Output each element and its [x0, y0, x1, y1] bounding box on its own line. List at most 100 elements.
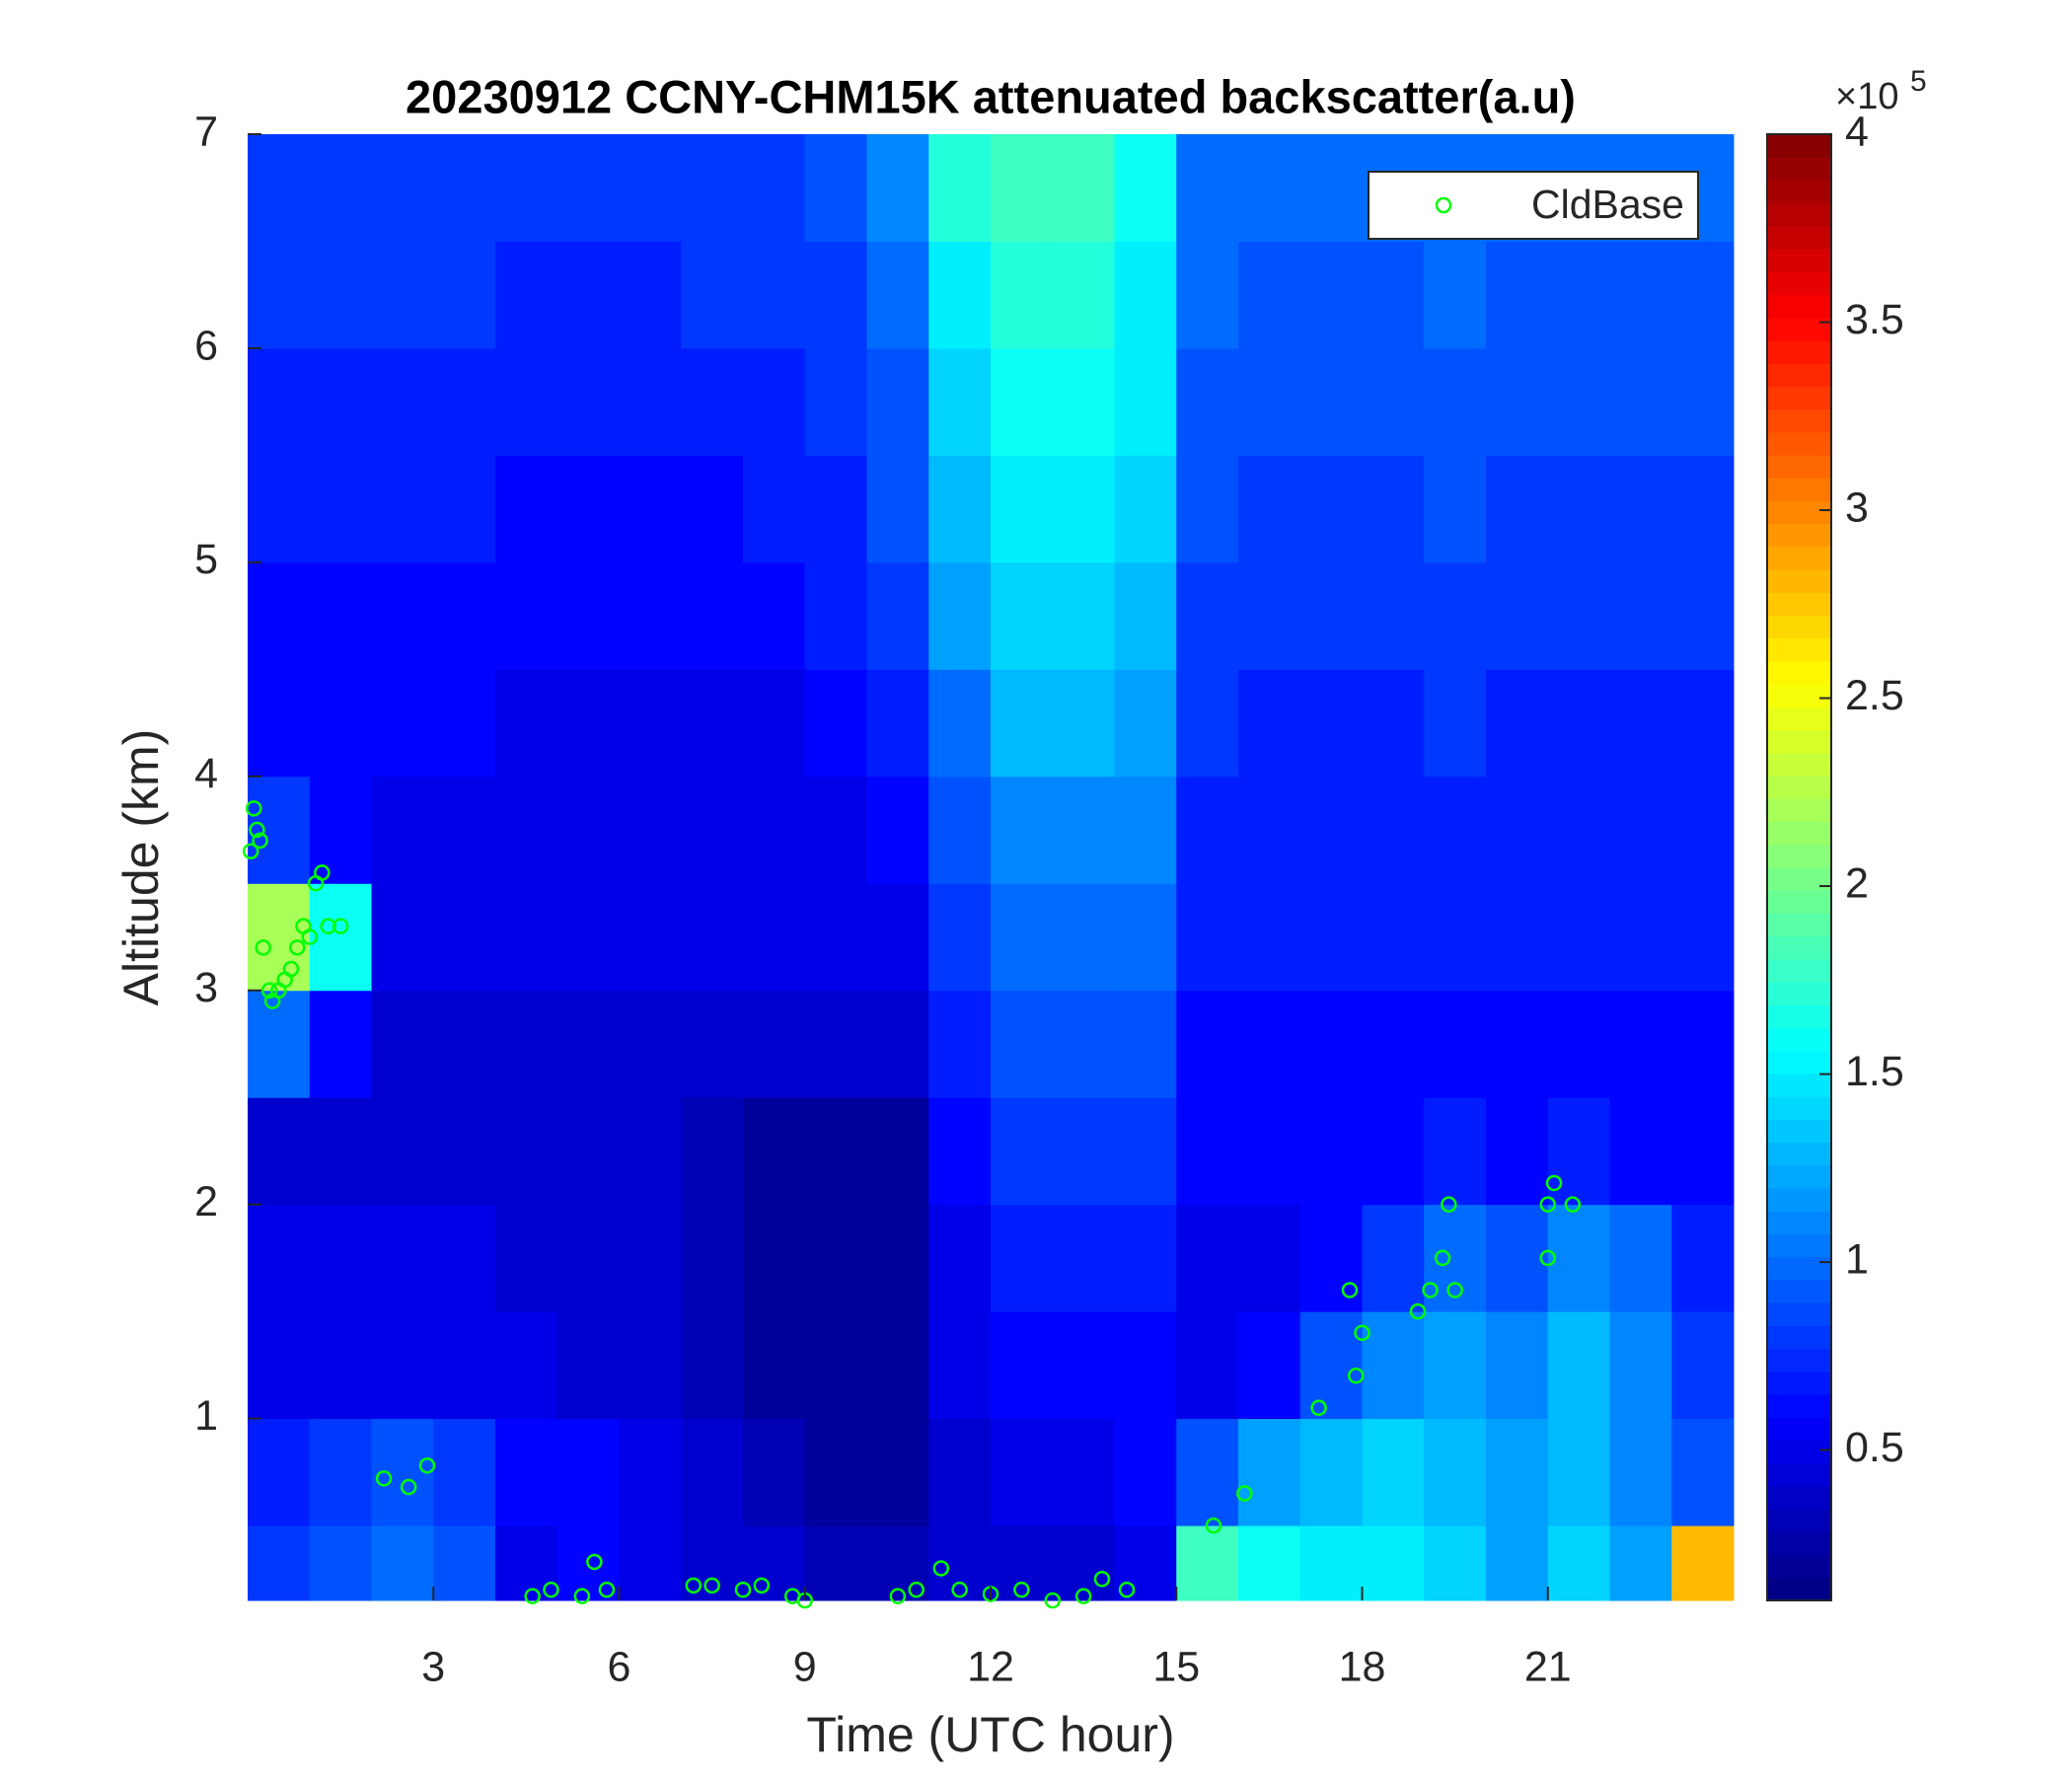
scatter-layer [242, 800, 1582, 1609]
heat-cell [1609, 561, 1672, 670]
heat-cell [1052, 241, 1115, 349]
heat-cell [1609, 1525, 1672, 1601]
heat-cell [1238, 561, 1301, 670]
heat-cell [804, 1097, 867, 1206]
heat-cell [495, 1525, 558, 1601]
colorbar-swatch [1767, 317, 1831, 341]
heat-cell [371, 1311, 434, 1420]
heat-cell [928, 883, 992, 992]
heat-cell [1362, 776, 1425, 884]
colorbar-swatch [1767, 592, 1831, 617]
colorbar-swatch [1767, 776, 1831, 799]
heat-cell [1052, 1204, 1115, 1312]
heat-cell [309, 134, 372, 242]
colorbar-swatch [1767, 1371, 1831, 1395]
heat-cell [556, 669, 620, 778]
heat-cell [556, 1311, 620, 1420]
colorbar-swatch [1767, 271, 1831, 296]
colorbar-swatch [1767, 890, 1831, 914]
heat-cell [1238, 776, 1301, 884]
heat-cell [556, 990, 620, 1098]
heat-cell [619, 1097, 682, 1206]
heat-cell [743, 990, 806, 1098]
heat-cell [681, 1525, 744, 1601]
colorbar-multiplier: ×10 [1835, 76, 1898, 117]
heat-cell [1486, 455, 1549, 563]
y-tick-label: 3 [194, 964, 218, 1011]
heat-cell [433, 1204, 496, 1312]
cloud-base-point [1044, 1592, 1061, 1609]
heat-cell [495, 883, 558, 992]
heat-cell [1052, 134, 1115, 242]
cloud-base-point [573, 1588, 591, 1604]
heat-cell [804, 347, 867, 456]
heat-cell [681, 883, 744, 992]
colorbar-swatch [1767, 1050, 1831, 1075]
colorbar-swatch [1767, 1417, 1831, 1441]
cloud-base-point [1347, 1367, 1365, 1384]
cloud-base-point [524, 1588, 541, 1604]
heat-cell [1671, 1418, 1735, 1526]
colorbar-swatch [1767, 844, 1831, 868]
heat-cell [371, 990, 434, 1098]
colorbar-swatch [1767, 1348, 1831, 1373]
heat-cell [1424, 1418, 1487, 1526]
heat-cell [928, 1097, 992, 1206]
heat-cell [1114, 134, 1177, 242]
heat-cell [433, 1418, 496, 1526]
colorbar-swatch [1767, 982, 1831, 1005]
x-tick-label: 3 [421, 1643, 445, 1690]
heat-cell [1299, 455, 1363, 563]
heat-cell [866, 1418, 929, 1526]
heat-cell [1176, 990, 1239, 1098]
heat-cell [1609, 455, 1672, 563]
heat-cell [495, 990, 558, 1098]
colorbar-swatch [1767, 202, 1831, 227]
heat-cell [1052, 561, 1115, 670]
heat-cell [556, 1418, 620, 1526]
heat-cell [1609, 990, 1672, 1098]
colorbar-tick-label: 3.5 [1845, 296, 1904, 343]
heat-cell [619, 883, 682, 992]
heat-cell [1052, 1311, 1115, 1420]
heat-cell [743, 669, 806, 778]
heat-cell [1486, 1525, 1549, 1601]
colorbar-swatch [1767, 225, 1831, 250]
heat-cell [1547, 1418, 1610, 1526]
heat-cell [433, 1311, 496, 1420]
heat-cell [1176, 776, 1239, 884]
cloud-base-point [1013, 1581, 1030, 1598]
heat-cell [743, 1311, 806, 1420]
heat-cell [928, 1525, 992, 1601]
colorbar-swatch [1767, 408, 1831, 433]
heat-cell [1362, 347, 1425, 456]
heat-cell [1486, 1097, 1549, 1206]
heat-cell [866, 883, 929, 992]
chart-title: 20230912 CCNY-CHM15K attenuated backscat… [406, 70, 1576, 122]
heat-cell [1238, 134, 1301, 242]
x-axis-label: Time (UTC hour) [806, 1707, 1174, 1762]
heat-cell [1424, 561, 1487, 670]
heat-cell [928, 455, 992, 563]
heat-cell [1362, 241, 1425, 349]
heat-cell [866, 241, 929, 349]
heat-cell [495, 561, 558, 670]
heat-cell [743, 1525, 806, 1601]
heat-cell [1424, 883, 1487, 992]
heat-cell [556, 241, 620, 349]
heat-cell [248, 1097, 311, 1206]
heat-cell [1299, 241, 1363, 349]
cloud-base-point [246, 800, 262, 817]
cloud-base-point [1422, 1282, 1439, 1299]
heat-cell [248, 347, 311, 456]
heat-cell [619, 455, 682, 563]
heat-cell [1486, 776, 1549, 884]
heat-cell [248, 669, 311, 778]
heat-cell [1671, 1311, 1735, 1420]
heat-cell [743, 1204, 806, 1312]
heat-cell [991, 1097, 1054, 1206]
heat-cell [681, 990, 744, 1098]
heat-cell [681, 776, 744, 884]
heat-cell [804, 776, 867, 884]
heat-cell [619, 1418, 682, 1526]
